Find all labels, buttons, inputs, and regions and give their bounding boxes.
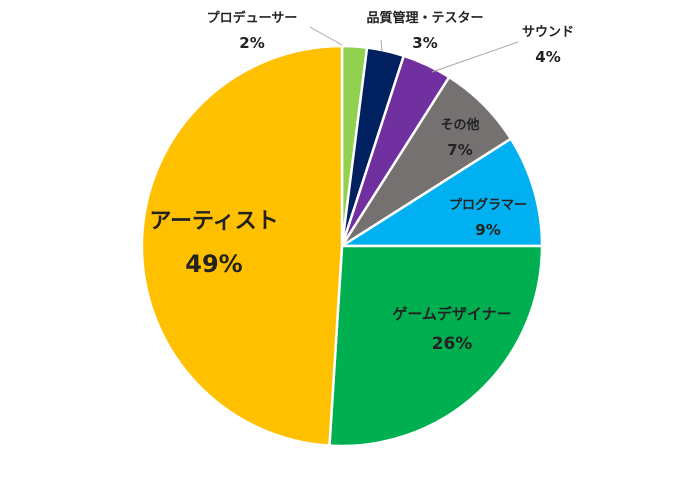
leader-lines (309, 26, 519, 73)
slice-label-other: その他 (440, 117, 479, 133)
slice-label-sound: サウンド (522, 25, 574, 40)
pie-slices (140, 44, 544, 448)
slice-label-game-designer: ゲームデザイナー (392, 305, 511, 323)
slice-label-producer: プロデューサー (207, 10, 298, 26)
leader-line-qa-tester (380, 39, 383, 52)
pie-slice-game-designer (328, 244, 544, 448)
pie-slice-artist (140, 44, 344, 447)
slice-percent-artist: 49% (185, 250, 242, 278)
slice-percent-producer: 2% (239, 34, 264, 52)
slice-percent-qa-tester: 3% (412, 34, 437, 52)
slice-percent-sound: 4% (535, 48, 560, 66)
slice-percent-programmer: 9% (475, 221, 500, 239)
slice-label-programmer: プログラマー (449, 197, 527, 213)
pie-slice-programmer (340, 137, 544, 248)
slice-label-artist: アーティスト (149, 209, 278, 234)
leader-line-producer (309, 26, 343, 46)
leader-line-sound (431, 41, 519, 73)
slice-percent-game-designer: 26% (432, 334, 473, 354)
slice-labels: プロデューサー 2% 品質管理・テスター 3% サウンド 4% その他 7% プログラマー 9% ゲ… (149, 10, 574, 354)
slice-percent-other: 7% (447, 141, 472, 159)
slice-label-qa-tester: 品質管理・テスター (366, 10, 483, 26)
